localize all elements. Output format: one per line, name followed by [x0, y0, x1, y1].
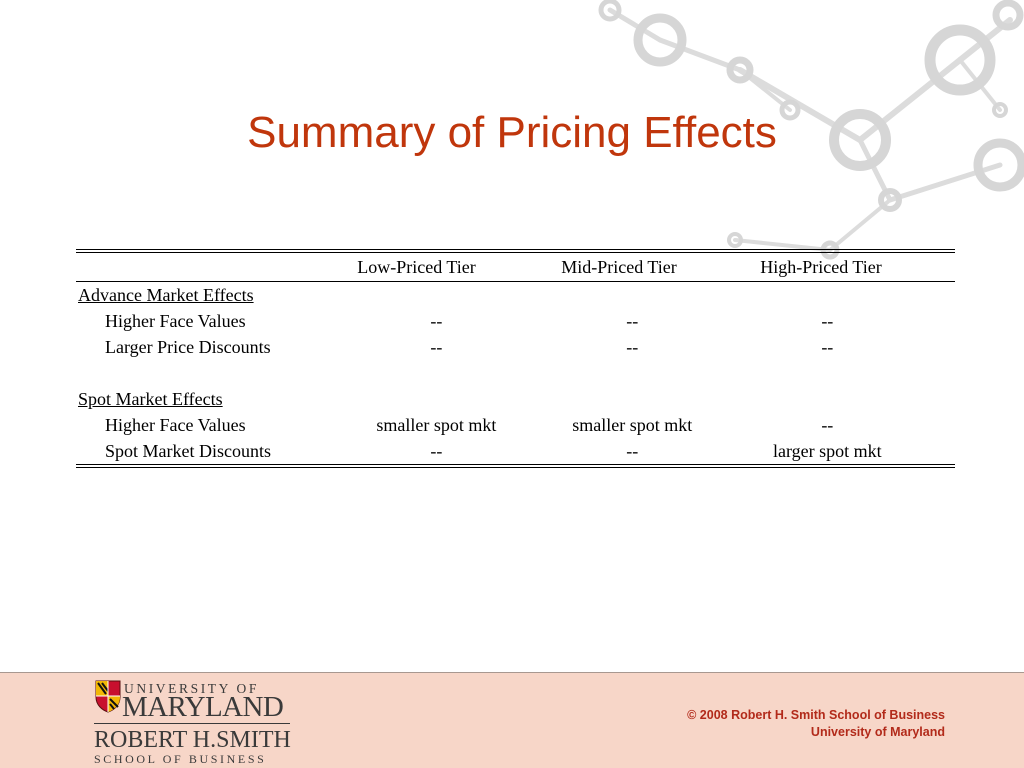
section-label: Advance Market Effects — [78, 284, 254, 305]
copyright-line-1: © 2008 Robert H. Smith School of Busines… — [687, 708, 945, 722]
logo-divider — [94, 723, 290, 724]
section-label: Spot Market Effects — [78, 388, 223, 409]
cell-high: -- — [821, 414, 834, 435]
cell-mid: smaller spot mkt — [572, 414, 693, 435]
table-row: Higher Face Values -- -- -- — [76, 308, 955, 334]
header-cell-low-priced-tier: Low-Priced Tier — [357, 256, 476, 277]
slide-title: Summary of Pricing Effects — [247, 108, 777, 157]
row-label: Higher Face Values — [105, 414, 246, 435]
logo-text-school-of-business: SCHOOL OF BUSINESS — [94, 752, 267, 766]
copyright-line-2: University of Maryland — [810, 725, 945, 739]
cell-mid: -- — [626, 336, 639, 357]
table-bottom-rule — [76, 464, 955, 468]
section-row-spot-market: Spot Market Effects — [76, 386, 955, 412]
cell-mid: -- — [626, 310, 639, 331]
cell-high: larger spot mkt — [772, 440, 882, 461]
table-header-rule — [76, 281, 955, 282]
slide-footer: UNIVERSITY OF MARYLAND ROBERT H.SMITH SC… — [0, 672, 1024, 768]
section-row-advance-market: Advance Market Effects — [76, 282, 955, 308]
header-cell-empty — [76, 253, 330, 281]
row-label: Larger Price Discounts — [105, 336, 271, 357]
table-header-row: Low-Priced Tier Mid-Priced Tier High-Pri… — [76, 253, 955, 281]
table-row: Spot Market Discounts -- -- larger spot … — [76, 438, 955, 464]
header-cell-mid-priced-tier: Mid-Priced Tier — [561, 256, 677, 277]
spacer-row — [76, 360, 955, 386]
header-cell-spacer — [907, 253, 955, 281]
cell-low: smaller spot mkt — [376, 414, 497, 435]
logo-text-robert-h-smith: ROBERT H.SMITH — [94, 727, 291, 753]
cell-low: -- — [430, 440, 443, 461]
cell-low: -- — [430, 310, 443, 331]
table-row: Higher Face Values smaller spot mkt smal… — [76, 412, 955, 438]
cell-low: -- — [430, 336, 443, 357]
table-row: Larger Price Discounts -- -- -- — [76, 334, 955, 360]
pricing-effects-table: Low-Priced Tier Mid-Priced Tier High-Pri… — [76, 249, 955, 468]
cell-mid: -- — [626, 440, 639, 461]
row-label: Spot Market Discounts — [105, 440, 271, 461]
copyright-notice: © 2008 Robert H. Smith School of Busines… — [687, 707, 945, 741]
row-label: Higher Face Values — [105, 310, 246, 331]
logo-text-university-of: UNIVERSITY OF — [124, 681, 259, 696]
university-logo: UNIVERSITY OF MARYLAND ROBERT H.SMITH SC… — [94, 679, 294, 766]
cell-high: -- — [821, 310, 834, 331]
maryland-flag-shield-icon — [95, 680, 121, 713]
header-cell-high-priced-tier: High-Priced Tier — [760, 256, 882, 277]
cell-high: -- — [821, 336, 834, 357]
logo-text-maryland: MARYLAND — [122, 691, 284, 723]
table-top-rule — [76, 249, 955, 253]
